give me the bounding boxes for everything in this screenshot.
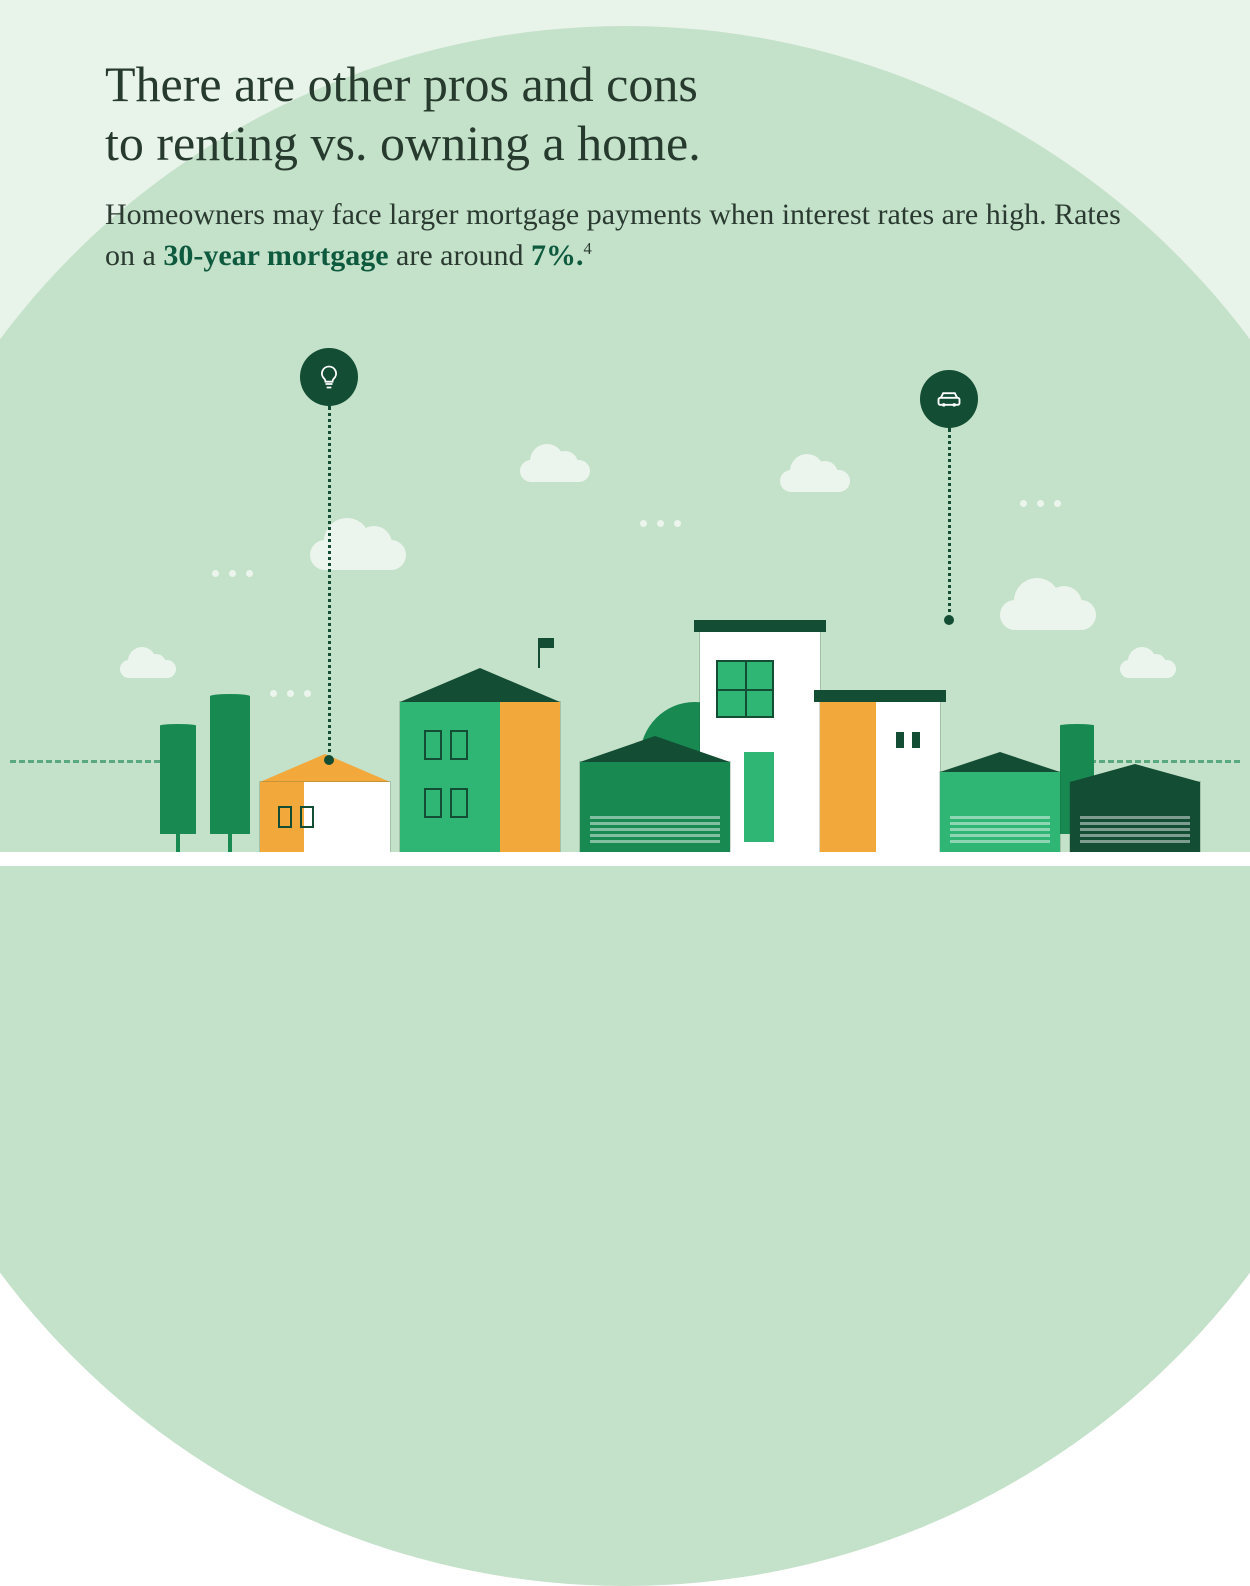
badge-dotted-line (328, 406, 331, 760)
ground-strip (0, 852, 1250, 866)
cloud (1120, 660, 1176, 678)
horizon-dash (10, 760, 160, 763)
subtext-em-1: 30-year mortgage (163, 239, 388, 272)
shed-right-dark (1070, 764, 1200, 852)
ellipsis-dots (640, 520, 681, 527)
cypress-tree (160, 724, 196, 852)
subtext-em-2: 7%. (531, 239, 584, 272)
cypress-tree (210, 694, 250, 852)
lightbulb-icon (300, 348, 358, 406)
subtext: Homeowners may face larger mortgage paym… (105, 195, 1145, 276)
headline: There are other pros and cons to renting… (105, 55, 1145, 173)
ellipsis-dots (1020, 500, 1061, 507)
infographic-canvas: There are other pros and cons to renting… (0, 0, 1250, 866)
badge-line-end-dot (324, 755, 334, 765)
shed-right-green (940, 752, 1060, 852)
house-green-tall (400, 668, 560, 852)
subtext-footnote: 4 (583, 239, 591, 258)
cloud (310, 540, 406, 570)
car-icon (920, 370, 978, 428)
ellipsis-dots (270, 690, 311, 697)
headline-line-2: to renting vs. owning a home. (105, 115, 701, 171)
headline-line-1: There are other pros and cons (105, 56, 698, 112)
subtext-mid: are around (389, 239, 531, 272)
badge-dotted-line (948, 428, 951, 620)
cloud (1000, 600, 1096, 630)
cloud (520, 460, 590, 482)
shed-front (580, 736, 730, 852)
ellipsis-dots (212, 570, 253, 577)
mid-building (820, 690, 940, 852)
badge-line-end-dot (944, 615, 954, 625)
horizon-dash (1090, 760, 1240, 763)
cloud (120, 660, 176, 678)
house-left-orange (260, 754, 390, 852)
cloud (780, 470, 850, 492)
